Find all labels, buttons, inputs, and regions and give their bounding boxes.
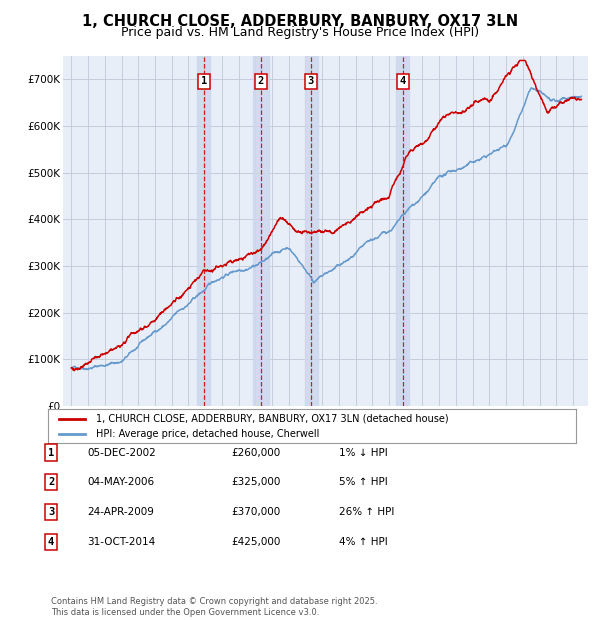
Text: 5% ↑ HPI: 5% ↑ HPI bbox=[339, 477, 388, 487]
Text: 1: 1 bbox=[48, 448, 54, 458]
Text: 1, CHURCH CLOSE, ADDERBURY, BANBURY, OX17 3LN: 1, CHURCH CLOSE, ADDERBURY, BANBURY, OX1… bbox=[82, 14, 518, 29]
Text: 4: 4 bbox=[400, 76, 406, 86]
Text: £325,000: £325,000 bbox=[231, 477, 280, 487]
Bar bbox=[396, 56, 409, 406]
Text: 3: 3 bbox=[48, 507, 54, 517]
Text: 04-MAY-2006: 04-MAY-2006 bbox=[87, 477, 154, 487]
Text: 31-OCT-2014: 31-OCT-2014 bbox=[87, 537, 155, 547]
Text: 1: 1 bbox=[200, 76, 207, 86]
Text: 2: 2 bbox=[258, 76, 264, 86]
Text: £260,000: £260,000 bbox=[231, 448, 280, 458]
Bar bbox=[305, 56, 318, 406]
Text: 05-DEC-2002: 05-DEC-2002 bbox=[87, 448, 156, 458]
Text: HPI: Average price, detached house, Cherwell: HPI: Average price, detached house, Cher… bbox=[95, 429, 319, 439]
Text: 4: 4 bbox=[48, 537, 54, 547]
Text: 2: 2 bbox=[48, 477, 54, 487]
Text: 3: 3 bbox=[308, 76, 314, 86]
Text: 1% ↓ HPI: 1% ↓ HPI bbox=[339, 448, 388, 458]
Bar bbox=[197, 56, 210, 406]
Bar bbox=[253, 56, 269, 406]
Text: £370,000: £370,000 bbox=[231, 507, 280, 517]
Text: £425,000: £425,000 bbox=[231, 537, 280, 547]
Text: 1, CHURCH CLOSE, ADDERBURY, BANBURY, OX17 3LN (detached house): 1, CHURCH CLOSE, ADDERBURY, BANBURY, OX1… bbox=[95, 414, 448, 423]
Text: Price paid vs. HM Land Registry's House Price Index (HPI): Price paid vs. HM Land Registry's House … bbox=[121, 26, 479, 39]
Text: 24-APR-2009: 24-APR-2009 bbox=[87, 507, 154, 517]
Text: 26% ↑ HPI: 26% ↑ HPI bbox=[339, 507, 394, 517]
Text: Contains HM Land Registry data © Crown copyright and database right 2025.
This d: Contains HM Land Registry data © Crown c… bbox=[51, 598, 377, 617]
Text: 4% ↑ HPI: 4% ↑ HPI bbox=[339, 537, 388, 547]
